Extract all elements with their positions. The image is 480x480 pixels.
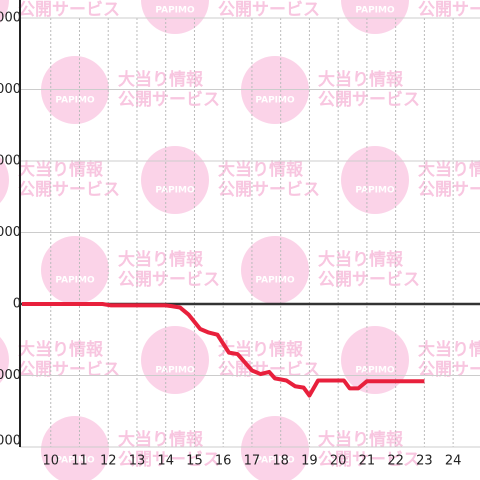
x-tick-label: 23 (416, 454, 433, 469)
watermark-text: 公開サービス (218, 0, 320, 20)
x-tick-label: 17 (244, 454, 261, 469)
y-tick-label: 30,000 (0, 82, 21, 97)
watermark-logo-text: PAPIMO (255, 96, 295, 106)
watermark-text: 大当り情報 (318, 429, 404, 450)
x-tick-label: 24 (445, 454, 462, 469)
watermark-logo-text: PAPIMO (55, 276, 95, 286)
watermark-logo (241, 236, 309, 304)
x-tick-label: 21 (359, 454, 376, 469)
watermark-text: 公開サービス (118, 90, 220, 110)
watermark-text: 公開サービス (118, 270, 220, 290)
watermark-text: 公開サービス (218, 180, 320, 200)
watermark-text: 公開サービス (18, 360, 120, 380)
watermark-logo-text: PAPIMO (255, 456, 295, 466)
watermark-logo (241, 416, 309, 480)
watermark-logo (141, 326, 209, 394)
watermark-text: 大当り情報 (18, 159, 104, 180)
watermark-logo (341, 326, 409, 394)
x-tick-label: 13 (129, 454, 146, 469)
data-line (22, 302, 425, 398)
x-tick-label: 22 (387, 454, 404, 469)
watermark-text: 公開サービス (418, 0, 480, 20)
watermark-text: 公開サービス (118, 450, 220, 470)
watermark-text: 大当り情報 (418, 339, 480, 360)
watermark-text: 大当り情報 (318, 69, 404, 90)
watermark-logo-text: PAPIMO (255, 276, 295, 286)
x-tick-label: 18 (272, 454, 289, 469)
watermark-text: 公開サービス (18, 0, 120, 20)
watermark-logo (341, 0, 409, 34)
watermark-logo-text: PAPIMO (355, 6, 395, 16)
watermark-logo (0, 336, 9, 384)
watermark-logo-text: PAPIMO (155, 366, 195, 376)
x-tick-label: 20 (330, 454, 347, 469)
watermark-text: 公開サービス (318, 270, 420, 290)
watermark-text: 公開サービス (318, 450, 420, 470)
watermark-logo (141, 0, 209, 34)
watermark-logo-text: PAPIMO (55, 96, 95, 106)
watermark-text: 公開サービス (418, 180, 480, 200)
watermark-text: 大当り情報 (318, 249, 404, 270)
watermark-logo (0, 0, 9, 24)
watermark-text: 大当り情報 (218, 339, 304, 360)
watermark-logo (41, 416, 109, 480)
watermark-logo-text: PAPIMO (155, 186, 195, 196)
watermark-text: 公開サービス (318, 90, 420, 110)
watermark-text: 大当り情報 (118, 69, 204, 90)
x-tick-label: 12 (100, 454, 117, 469)
watermark-logo-text: PAPIMO (355, 366, 395, 376)
y-tick-label: -10,000 (0, 368, 21, 383)
x-tick-label: 14 (157, 454, 174, 469)
x-tick-label: 19 (301, 454, 318, 469)
watermark-logo (41, 236, 109, 304)
watermark-logo-text: PAPIMO (355, 186, 395, 196)
watermark-text: 大当り情報 (218, 159, 304, 180)
x-tick-label: 10 (42, 454, 59, 469)
watermark-text: 大当り情報 (118, 249, 204, 270)
x-tick-label: 11 (71, 454, 88, 469)
watermark-logo-text: PAPIMO (155, 6, 195, 16)
y-tick-label: 0 (13, 297, 21, 312)
y-tick-label: 20,000 (0, 154, 21, 169)
y-tick-label: 10,000 (0, 225, 21, 240)
watermark-text: 公開サービス (18, 180, 120, 200)
y-tick-label: -20,000 (0, 434, 21, 449)
watermark-logo (141, 146, 209, 214)
watermark-logo (341, 146, 409, 214)
watermark-text: 大当り情報 (118, 429, 204, 450)
watermark-text: 公開サービス (418, 360, 480, 380)
y-tick-label: 40,000 (0, 11, 21, 26)
watermark-text: 大当り情報 (18, 339, 104, 360)
x-tick-label: 16 (215, 454, 232, 469)
x-tick-label: 15 (186, 454, 203, 469)
watermark-logo-text: PAPIMO (55, 456, 95, 466)
watermark-logo (0, 156, 9, 204)
watermark-text: 大当り情報 (418, 159, 480, 180)
